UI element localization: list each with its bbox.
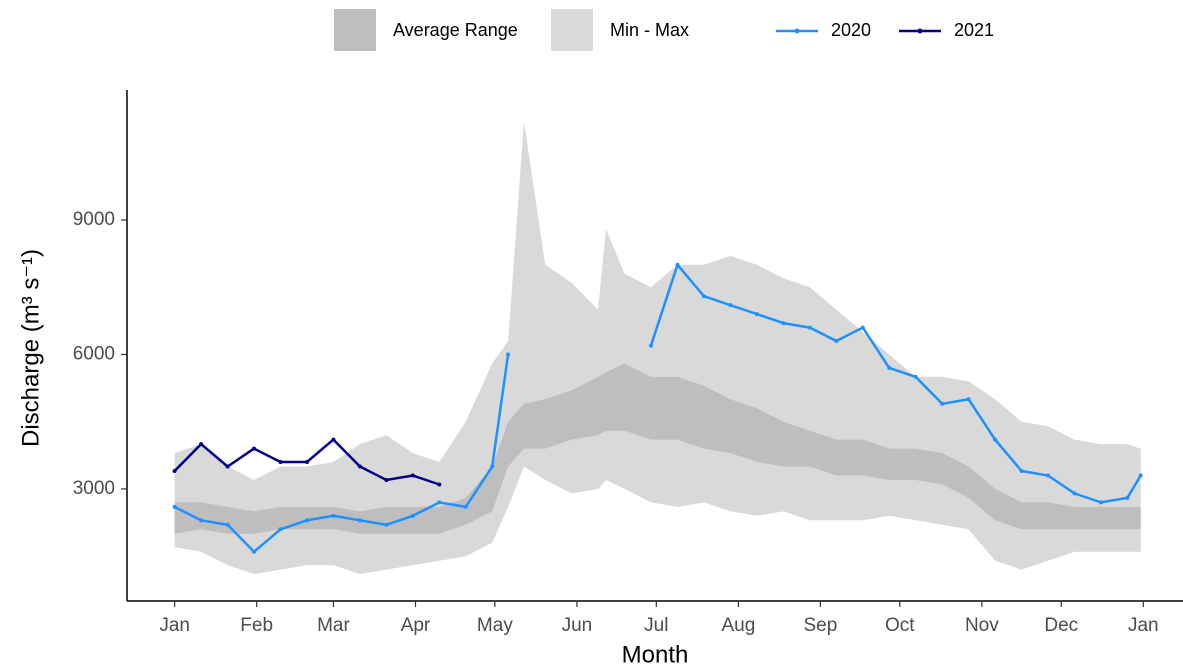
data-point [331,513,336,518]
legend-swatch [551,9,593,51]
data-point [304,460,309,465]
data-point [278,460,283,465]
x-tick-label: Aug [721,615,755,636]
data-point [701,294,706,299]
data-point [860,325,865,330]
data-point [506,352,511,357]
x-tick-label: Sep [804,615,838,636]
data-point [966,397,971,402]
data-point [172,469,177,474]
range-band [174,363,1141,534]
series-line [649,262,1142,504]
series-line [174,354,510,554]
data-point [807,325,812,330]
data-point [357,464,362,469]
data-point [649,343,654,348]
x-tick-label: Feb [240,615,273,636]
legend-label: 2020 [831,20,871,40]
data-point [304,518,309,523]
data-point [252,446,257,451]
x-axis-title: Month [622,641,689,668]
data-point [199,518,204,523]
legend-label: 2021 [954,20,994,40]
x-tick-label: Jan [1128,615,1159,636]
data-point [993,437,998,442]
x-tick-label: Mar [317,615,350,636]
x-tick-label: Dec [1044,615,1078,636]
data-point [728,303,733,308]
data-point [940,401,945,406]
legend-swatch [794,28,800,34]
data-point [384,522,389,527]
data-point [1138,473,1143,478]
data-point [252,549,257,554]
data-point [278,527,283,532]
x-tick-label: May [477,615,513,636]
legend-label: Average Range [393,20,518,40]
x-tick-label: Jul [644,615,668,636]
data-point [1046,473,1051,478]
data-point [225,464,230,469]
data-point [384,477,389,482]
data-point [172,504,177,509]
data-point [913,374,918,379]
legend-label: Min - Max [610,20,689,40]
legend-swatch [917,28,923,34]
x-tick-label: Oct [885,615,915,636]
data-point [463,504,468,509]
data-point [490,464,495,469]
data-point [437,482,442,487]
data-point [754,312,759,317]
y-tick-label: 9000 [73,209,115,230]
data-point [357,518,362,523]
data-point [1072,491,1077,496]
y-tick-label: 3000 [73,478,115,499]
data-point [1098,500,1103,505]
data-point [225,522,230,527]
data-point [1019,469,1024,474]
y-tick-label: 6000 [73,343,115,364]
x-tick-label: Nov [965,615,999,636]
x-tick-label: Jan [159,615,190,636]
data-point [437,500,442,505]
x-tick-label: Apr [401,615,431,636]
data-point [834,339,839,344]
data-point [331,437,336,442]
data-point [887,365,892,370]
data-point [675,262,680,267]
legend-swatch [334,9,376,51]
data-point [410,473,415,478]
data-point [199,442,204,447]
x-tick-label: Jun [562,615,593,636]
data-point [1125,495,1130,500]
y-axis-title: Discharge (m³ s⁻¹) [17,249,44,447]
data-point [410,513,415,518]
data-point [781,321,786,326]
